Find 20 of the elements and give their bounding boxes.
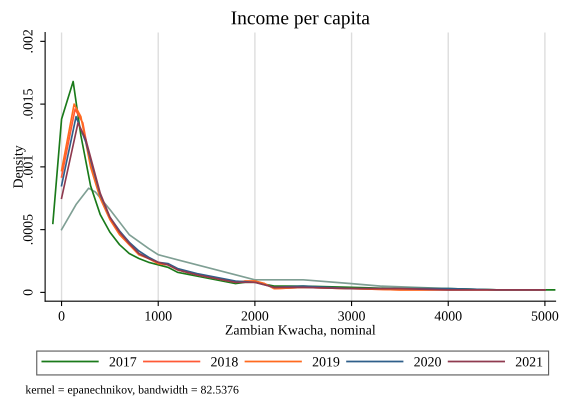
x-tick-label: 1000 [146, 311, 172, 321]
y-tick-label: .0005 [23, 214, 33, 244]
x-tick-label: 4000 [434, 311, 462, 321]
y-tick-label: .001 [23, 156, 33, 178]
text: kernel = epanechnikov, bandwidth = 82.5376 [26, 385, 239, 396]
chart-title: Income per capita [231, 11, 370, 28]
y-tick-label: 0 [23, 289, 33, 296]
y-tick-label: .0015 [23, 89, 33, 119]
x-tick-label: 2000 [242, 311, 268, 321]
x-tick-label: 0 [58, 311, 64, 321]
y-tick-label: .002 [23, 30, 33, 53]
legend-label: 2020 [414, 357, 441, 367]
x-tick-label: 5000 [532, 311, 558, 321]
x-tick-label: 3000 [338, 311, 365, 321]
legend-label: 2017 [110, 357, 136, 367]
legend-label: 2021 [516, 357, 542, 367]
x-axis-title: Zambian Kwacha, nominal [226, 324, 376, 337]
legend-label: 2019 [312, 357, 340, 367]
legend-label: 2018 [211, 357, 238, 367]
y-axis-title: Density [13, 145, 26, 188]
